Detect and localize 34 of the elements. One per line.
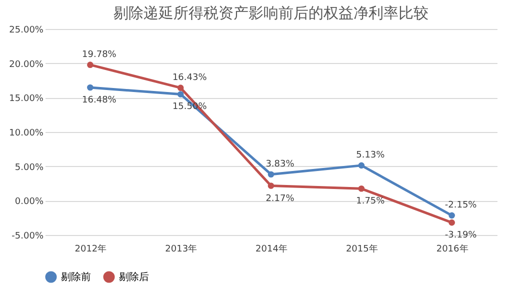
x-tick-label: 2015年 xyxy=(346,244,378,254)
point xyxy=(87,62,94,68)
y-tick-label: -5.00% xyxy=(12,232,44,242)
y-tick-label: 15.00% xyxy=(9,94,44,104)
data-label: 16.43% xyxy=(172,72,208,83)
data-label: 3.83% xyxy=(266,159,295,170)
y-tick-label: 5.00% xyxy=(14,162,44,173)
point xyxy=(177,84,184,92)
x-tick-label: 2014年 xyxy=(256,244,288,254)
legend-label: 剔除后 xyxy=(119,271,149,283)
y-tick-label: 25.00% xyxy=(9,26,44,36)
point xyxy=(358,185,365,192)
data-label: 5.13% xyxy=(356,150,386,160)
x-tick-label: 2016年 xyxy=(436,244,468,254)
point xyxy=(268,182,274,189)
data-label: -2.15% xyxy=(444,200,478,210)
data-label: 2.17% xyxy=(266,194,295,204)
x-tick-label: 2013年 xyxy=(165,244,198,254)
point xyxy=(177,91,184,98)
y-tick-label: 0.00% xyxy=(14,197,44,208)
data-label: 16.48% xyxy=(82,96,117,106)
y-tick-label: 10.00% xyxy=(9,128,44,138)
chart-title: 剔除递延所得税资产影响前后的权益净利率比较 xyxy=(114,4,428,22)
y-tick-label: 20.00% xyxy=(9,60,44,70)
legend-label: 剔除前 xyxy=(61,271,91,283)
x-tick-label: 2012年 xyxy=(74,244,107,254)
point xyxy=(268,171,274,178)
data-label: 1.75% xyxy=(356,196,386,207)
data-label: 19.78% xyxy=(82,50,117,60)
point xyxy=(448,219,455,226)
point xyxy=(87,84,94,91)
point xyxy=(448,212,455,219)
data-label: -3.19% xyxy=(444,230,478,241)
point xyxy=(358,162,365,169)
